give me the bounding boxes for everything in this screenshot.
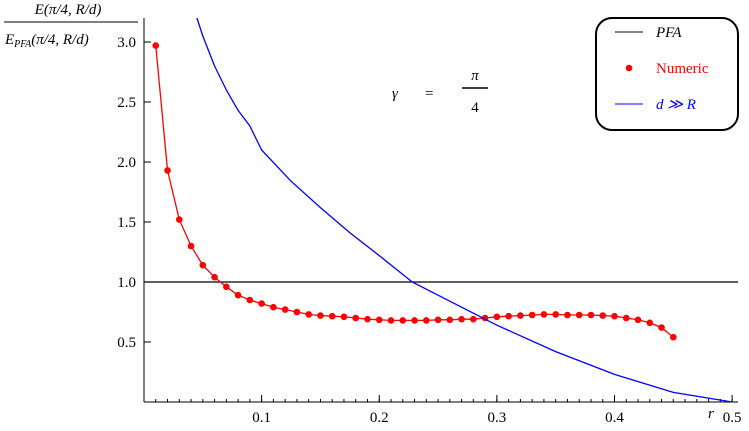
data-point xyxy=(599,312,607,319)
data-point xyxy=(658,324,665,331)
data-point xyxy=(622,314,630,322)
data-point xyxy=(634,316,642,324)
annotation-den: 4 xyxy=(471,100,479,116)
legend-marker xyxy=(625,64,633,72)
data-point xyxy=(540,311,548,318)
data-point xyxy=(364,315,371,323)
x-tick-label: 0.2 xyxy=(370,410,389,426)
annotation-num: π xyxy=(471,68,479,84)
data-point xyxy=(175,216,183,223)
data-point xyxy=(552,311,559,318)
data-point xyxy=(246,296,254,304)
x-tick-label: 0.5 xyxy=(723,410,742,426)
annotation-lhs: γ xyxy=(392,86,399,102)
data-point xyxy=(317,312,324,319)
data-point xyxy=(387,317,395,324)
data-point xyxy=(258,300,265,307)
data-point xyxy=(493,313,501,321)
data-point xyxy=(411,317,418,324)
data-point xyxy=(223,283,230,291)
annotation-eq: = xyxy=(425,86,433,102)
x-tick-label: 0.3 xyxy=(487,410,506,426)
y-label: E(π/4, R/d) EPFA(π/4, R/d) xyxy=(4,2,138,50)
data-point xyxy=(293,308,301,316)
legend-label: PFA xyxy=(655,25,682,41)
data-point xyxy=(234,291,242,299)
x-tick-label: 0.1 xyxy=(252,410,271,426)
y-tick-label: 1.0 xyxy=(117,275,136,291)
x-tick-label: 0.4 xyxy=(605,410,624,426)
legend-label: d ≫ R xyxy=(656,97,696,113)
data-point xyxy=(328,312,336,320)
data-point xyxy=(422,317,430,324)
data-point xyxy=(211,273,218,281)
data-point xyxy=(281,306,289,313)
y-tick-label: 2.0 xyxy=(117,155,136,171)
data-point xyxy=(187,242,195,250)
data-point xyxy=(399,317,407,324)
data-point xyxy=(575,311,583,319)
data-point xyxy=(352,314,360,322)
legend-label: Numeric xyxy=(656,61,709,77)
data-point xyxy=(340,313,348,321)
data-point xyxy=(375,316,383,324)
x-label: r xyxy=(708,406,714,422)
data-point xyxy=(152,42,160,49)
y-label-numerator: E(π/4, R/d) xyxy=(34,2,102,18)
y-tick-label: 3.0 xyxy=(117,35,136,51)
y-tick-label: 2.5 xyxy=(117,95,136,111)
data-point xyxy=(470,315,477,323)
data-point xyxy=(517,312,524,319)
data-point xyxy=(528,311,536,319)
annotation: γ = π 4 xyxy=(392,68,488,116)
data-point xyxy=(164,167,171,174)
y-label-denominator: EPFA(π/4, R/d) xyxy=(4,32,89,50)
data-point xyxy=(434,316,442,324)
data-point xyxy=(199,261,207,269)
y-tick-label: 1.5 xyxy=(117,215,136,231)
data-point xyxy=(270,303,277,311)
data-point xyxy=(305,311,312,318)
y-tick-label: 0.5 xyxy=(117,335,136,351)
data-point xyxy=(611,312,618,320)
data-point xyxy=(505,312,512,320)
series-line xyxy=(196,17,733,403)
data-point xyxy=(564,311,571,319)
data-point xyxy=(587,311,595,319)
data-point xyxy=(646,319,654,327)
data-point xyxy=(670,333,677,341)
legend-box xyxy=(595,17,739,131)
data-point xyxy=(458,315,465,323)
data-point xyxy=(446,316,454,324)
